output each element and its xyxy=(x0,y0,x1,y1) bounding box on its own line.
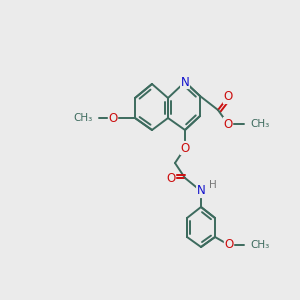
Text: CH₃: CH₃ xyxy=(250,240,269,250)
Text: O: O xyxy=(180,142,190,154)
Text: O: O xyxy=(224,91,232,103)
Text: N: N xyxy=(196,184,206,197)
Text: O: O xyxy=(224,238,234,251)
Text: O: O xyxy=(167,172,176,184)
Text: H: H xyxy=(209,180,217,190)
Text: CH₃: CH₃ xyxy=(74,113,93,123)
Text: N: N xyxy=(181,76,189,88)
Text: CH₃: CH₃ xyxy=(250,119,269,129)
Text: O: O xyxy=(224,118,232,130)
Text: O: O xyxy=(108,112,118,124)
